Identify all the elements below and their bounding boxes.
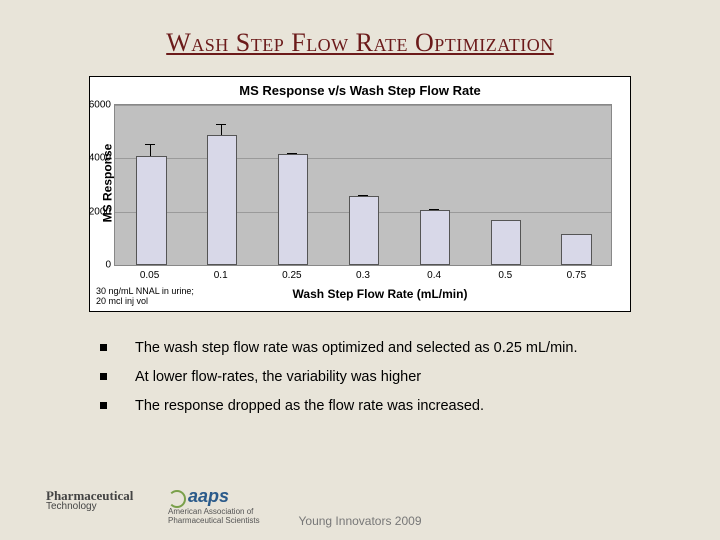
chart-bar <box>278 154 308 265</box>
x-axis-ticks: 0.050.10.250.30.40.50.75 <box>114 270 612 281</box>
chart-bar <box>207 135 237 265</box>
chart-bar <box>349 196 379 265</box>
chart-container: MS Response v/s Wash Step Flow Rate MS R… <box>89 76 631 312</box>
chart-bar <box>136 156 166 265</box>
list-item: At lower flow-rates, the variability was… <box>100 363 650 392</box>
bullet-list: The wash step flow rate was optimized an… <box>100 334 650 421</box>
bullet-text: The response dropped as the flow rate wa… <box>135 392 484 421</box>
chart-bar <box>491 220 521 265</box>
x-tick: 0.1 <box>185 270 256 281</box>
y-tick: 2000 <box>81 206 111 217</box>
x-tick: 0.4 <box>399 270 470 281</box>
chart-plot-area: 0200040006000 <box>114 104 612 266</box>
x-axis-label: Wash Step Flow Rate (mL/min) <box>130 287 630 305</box>
y-tick: 0 <box>81 260 111 271</box>
chart-bar <box>420 210 450 265</box>
y-axis-label: MS Response <box>90 100 114 266</box>
bullet-icon <box>100 344 107 351</box>
footer-text: Young Innovators 2009 <box>0 514 720 528</box>
sponsor-logo-left: Pharmaceutical Technology <box>46 489 133 512</box>
x-tick: 0.05 <box>114 270 185 281</box>
chart-bar <box>561 234 591 265</box>
list-item: The response dropped as the flow rate wa… <box>100 392 650 421</box>
x-tick: 0.5 <box>470 270 541 281</box>
x-tick: 0.25 <box>256 270 327 281</box>
swirl-icon <box>168 490 186 508</box>
bullet-text: The wash step flow rate was optimized an… <box>135 334 577 363</box>
bullet-icon <box>100 402 107 409</box>
bullet-text: At lower flow-rates, the variability was… <box>135 363 421 392</box>
page-title: Wash Step Flow Rate Optimization <box>0 0 720 58</box>
bullet-icon <box>100 373 107 380</box>
y-tick: 4000 <box>81 153 111 164</box>
chart-title: MS Response v/s Wash Step Flow Rate <box>90 77 630 100</box>
y-tick: 6000 <box>81 100 111 111</box>
chart-note: 30 ng/mL NNAL in urine; 20 mcl inj vol <box>96 287 196 307</box>
list-item: The wash step flow rate was optimized an… <box>100 334 650 363</box>
x-tick: 0.75 <box>541 270 612 281</box>
x-tick: 0.3 <box>327 270 398 281</box>
